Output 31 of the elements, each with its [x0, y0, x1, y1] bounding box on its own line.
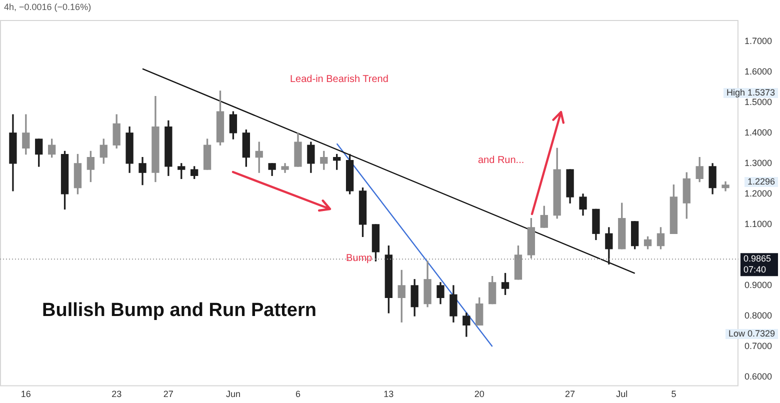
- annotation: and Run...: [478, 154, 524, 166]
- text: 1.2296: [747, 176, 775, 186]
- y-tick-label: 1.1000: [744, 218, 772, 229]
- y-tick-label: 1.5000: [744, 96, 772, 107]
- y-tick-label: 0.9000: [744, 280, 772, 290]
- x-tick-label: 27: [565, 389, 576, 400]
- x-tick-label: 16: [20, 389, 31, 400]
- text: 07:40: [743, 264, 766, 275]
- x-tick-label: 13: [384, 389, 394, 400]
- text: Bullish Bump and Run Pattern: [42, 300, 316, 322]
- x-tick-label: Jun: [226, 389, 240, 400]
- y-tick-label: 1.3000: [744, 158, 772, 168]
- y-tick-label: 1.2000: [744, 188, 772, 198]
- chart-subtitle: 4h, −0.0016 (−0.16%): [4, 2, 92, 12]
- annotation: Bump: [346, 252, 373, 264]
- ref-line-label: 0.9865: [743, 254, 772, 264]
- y-tick-label: 1.4000: [744, 127, 772, 138]
- annotation: Low 0.7329: [728, 328, 775, 338]
- x-tick-label: 27: [163, 389, 174, 400]
- y-tick-label: 1.6000: [744, 66, 772, 76]
- annotation: High 1.5373: [726, 87, 775, 98]
- x-tick-label: Jul: [616, 389, 628, 400]
- y-tick-label: 0.7000: [744, 341, 772, 352]
- y-tick-label: 0.8000: [744, 310, 772, 320]
- y-tick-label: 1.7000: [744, 36, 772, 46]
- x-tick-label: 5: [671, 389, 676, 400]
- x-tick-label: 20: [474, 389, 484, 400]
- y-tick-label: 0.6000: [744, 372, 772, 382]
- x-tick-label: 6: [295, 389, 300, 400]
- x-tick-label: 23: [112, 389, 122, 400]
- annotation: Lead-in Bearish Trend: [290, 74, 388, 85]
